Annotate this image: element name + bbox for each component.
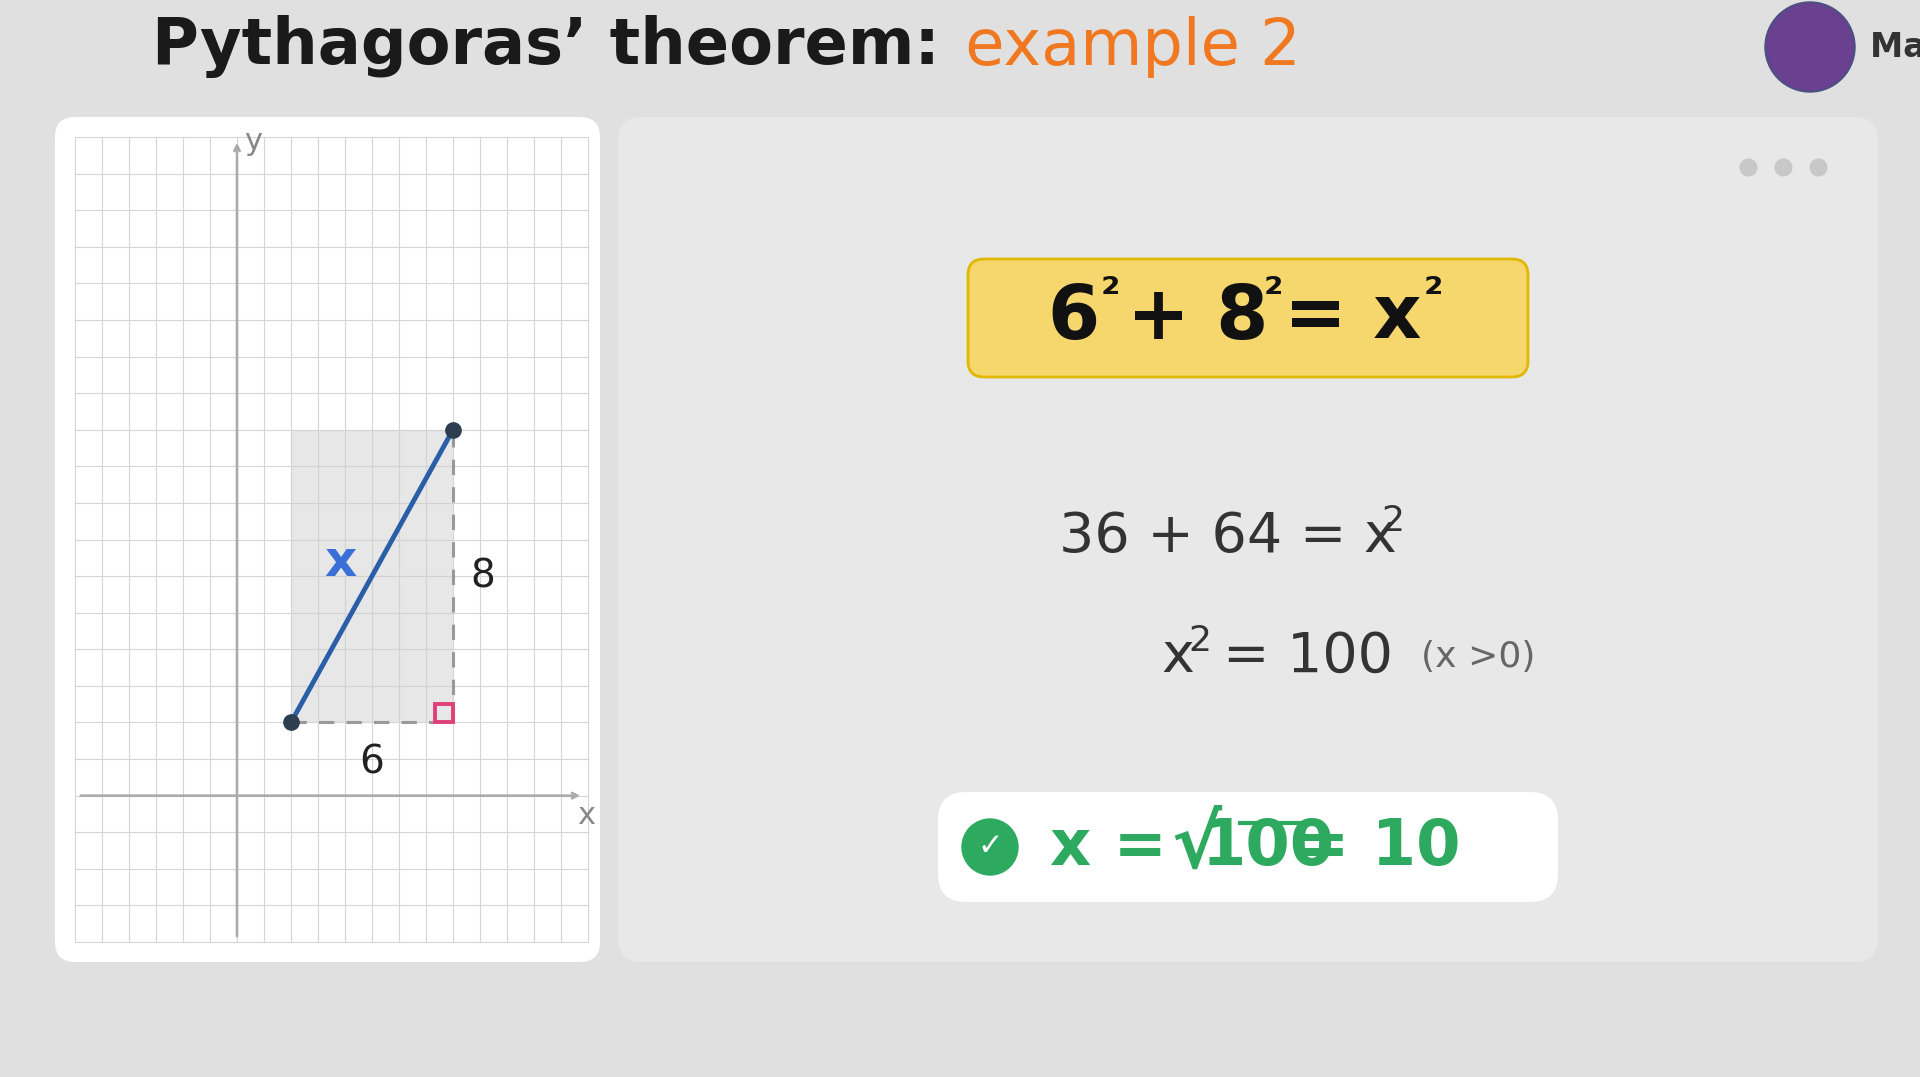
Circle shape xyxy=(1766,4,1853,90)
Text: x =: x = xyxy=(1050,816,1167,878)
FancyBboxPatch shape xyxy=(56,117,599,962)
Text: (x >0): (x >0) xyxy=(1421,640,1536,674)
Text: example 2: example 2 xyxy=(945,16,1300,78)
FancyBboxPatch shape xyxy=(618,117,1878,962)
Text: 2: 2 xyxy=(1382,504,1405,538)
Circle shape xyxy=(1764,2,1855,92)
Text: ²: ² xyxy=(1423,275,1442,318)
Text: ✓: ✓ xyxy=(977,833,1002,862)
Text: 2: 2 xyxy=(1188,624,1212,658)
Circle shape xyxy=(962,819,1018,875)
FancyBboxPatch shape xyxy=(968,258,1528,377)
Bar xyxy=(292,430,453,723)
Text: √: √ xyxy=(1171,811,1221,883)
Text: ²: ² xyxy=(1100,275,1119,318)
Text: ²: ² xyxy=(1263,275,1283,318)
Text: y: y xyxy=(244,127,261,156)
Text: 6: 6 xyxy=(359,743,384,782)
Text: x: x xyxy=(324,538,355,586)
Text: = x: = x xyxy=(1284,281,1421,354)
Text: = 100: = 100 xyxy=(1223,630,1392,684)
Bar xyxy=(436,704,453,723)
Text: Pythagoras’ theorem:: Pythagoras’ theorem: xyxy=(152,15,941,79)
Text: x: x xyxy=(578,801,595,830)
Text: Maths Angel: Maths Angel xyxy=(1870,30,1920,64)
Text: = 10: = 10 xyxy=(1296,816,1461,878)
Text: 36 + 64 = x: 36 + 64 = x xyxy=(1060,510,1398,564)
Text: 8: 8 xyxy=(470,557,495,596)
Text: 100: 100 xyxy=(1202,816,1334,878)
Text: 6: 6 xyxy=(1046,281,1098,354)
Text: x: x xyxy=(1162,630,1194,684)
Text: + 8: + 8 xyxy=(1127,281,1269,354)
FancyBboxPatch shape xyxy=(939,792,1557,903)
